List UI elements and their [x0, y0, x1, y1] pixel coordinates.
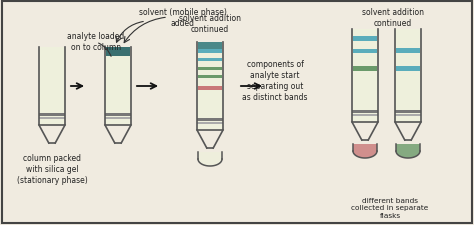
Bar	[353, 37, 377, 42]
Text: column packed
with silica gel
(stationary phase): column packed with silica gel (stationar…	[17, 153, 87, 184]
Bar	[198, 67, 222, 70]
Bar	[353, 50, 377, 54]
Bar	[198, 43, 222, 50]
Polygon shape	[353, 144, 377, 158]
Bar	[105, 48, 131, 126]
Polygon shape	[396, 144, 420, 158]
Bar	[396, 67, 420, 72]
Text: solvent (mobile phase)
added: solvent (mobile phase) added	[139, 8, 227, 28]
Bar	[39, 48, 65, 126]
Bar	[106, 48, 130, 57]
Text: components of
analyte start
separating out
as distinct bands: components of analyte start separating o…	[242, 60, 308, 102]
Bar	[395, 30, 421, 122]
Polygon shape	[198, 152, 222, 166]
Bar	[352, 30, 378, 122]
Text: solvent addition
continued: solvent addition continued	[362, 8, 424, 28]
Text: solvent addition
continued: solvent addition continued	[179, 14, 241, 34]
Bar	[198, 50, 222, 54]
Bar	[353, 67, 377, 72]
Bar	[198, 76, 222, 79]
Bar	[197, 43, 223, 130]
Bar	[198, 58, 222, 62]
Text: analyte loaded
on to column: analyte loaded on to column	[67, 32, 125, 52]
Bar	[198, 87, 222, 91]
Text: different bands
collected in separate
flasks: different bands collected in separate fl…	[351, 197, 428, 218]
Bar	[396, 48, 420, 53]
